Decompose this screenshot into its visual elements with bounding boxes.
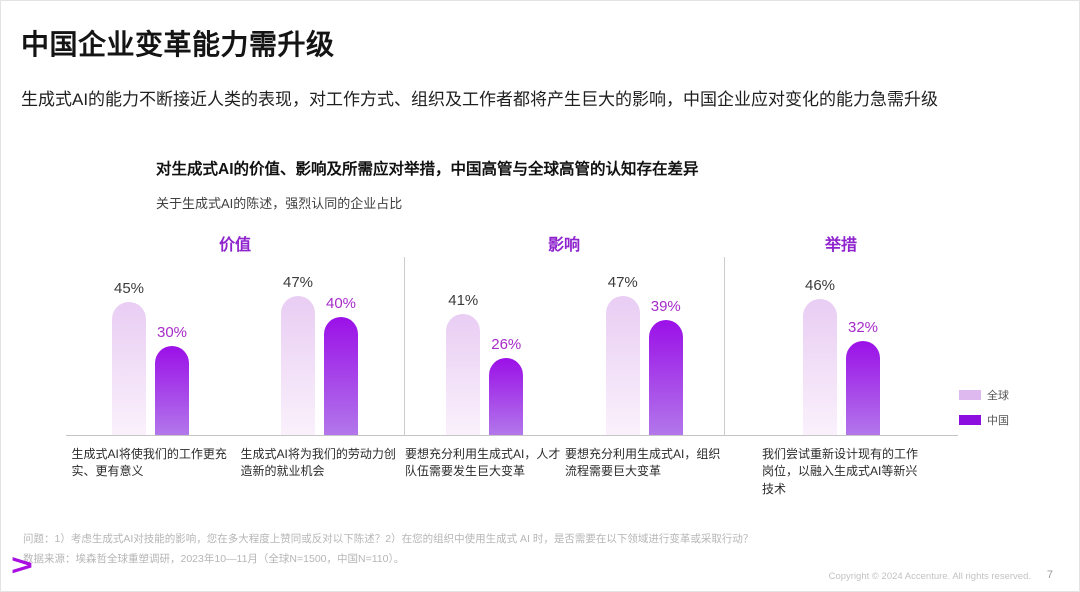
legend-item: 中国: [959, 412, 1009, 428]
bar-value-label: 47%: [282, 274, 314, 291]
bar-column-china: 32%: [846, 319, 880, 435]
category-labels-row: 生成式AI将使我们的工作更充实、更有意义 生成式AI将为我们的劳动力创造新的就业机…: [66, 436, 958, 498]
bar-value-label: 26%: [491, 336, 522, 353]
copyright-text: Copyright © 2024 Accenture. All rights r…: [828, 571, 1031, 582]
page-number: 7: [1046, 569, 1053, 581]
bar-group: 41% 26%: [446, 292, 524, 435]
category-label: 要想充分利用生成式AI，组织流程需要巨大变革: [565, 447, 721, 479]
bar-column-china: 40%: [324, 295, 358, 435]
bar-value-label: 32%: [847, 319, 879, 336]
section-bars: 41% 26% 47% 39%: [404, 257, 724, 435]
bar-group: 46% 32%: [803, 277, 880, 435]
category-label: 生成式AI将为我们的劳动力创造新的就业机会: [240, 447, 396, 479]
bar-value-label: 41%: [448, 292, 479, 309]
bar-china: [155, 346, 189, 435]
bar-value-label: 30%: [156, 324, 188, 341]
bar-group: 47% 40%: [281, 274, 358, 435]
accenture-logo-icon: >: [11, 549, 33, 582]
page-title: 中国企业变革能力需升级: [21, 29, 335, 60]
bar-value-label: 45%: [113, 280, 145, 297]
bar-china: [489, 358, 524, 435]
bar-chart: 对生成式AI的价值、影响及所需应对举措，中国高管与全球高管的认知存在差异 关于生…: [66, 159, 958, 498]
bar-value-label: 39%: [650, 298, 681, 315]
bar-column-global: 46%: [803, 277, 837, 435]
chart-bars-row: 45% 30% 47% 40% 41% 26% 47% 39% 46% 32%: [66, 257, 958, 436]
section-header: 影响: [547, 237, 580, 254]
legend-label: 全球: [987, 390, 1009, 402]
bar-china: [648, 320, 683, 435]
legend-swatch: [959, 415, 981, 425]
bar-column-global: 41%: [446, 292, 481, 435]
bar-column-china: 26%: [489, 336, 524, 435]
bar-global: [112, 302, 146, 435]
bar-column-china: 30%: [155, 324, 189, 435]
section-header: 价值: [218, 237, 251, 254]
chart-title: 对生成式AI的价值、影响及所需应对举措，中国高管与全球高管的认知存在差异: [156, 161, 699, 178]
bar-group: 45% 30%: [112, 280, 189, 435]
bar-value-label: 47%: [607, 274, 638, 291]
section-labels: 生成式AI将使我们的工作更充实、更有意义 生成式AI将为我们的劳动力创造新的就业机…: [66, 446, 404, 498]
bar-value-label: 46%: [804, 277, 836, 294]
bar-china: [846, 341, 880, 435]
bar-group: 47% 39%: [605, 274, 683, 435]
chart-legend: 全球 中国: [959, 387, 1009, 428]
section-bars: 45% 30% 47% 40%: [66, 257, 404, 435]
section-labels: 要想充分利用生成式AI，人才队伍需要发生巨大变革 要想充分利用生成式AI，组织流程…: [404, 446, 724, 498]
section-header: 举措: [824, 237, 857, 254]
bar-global: [281, 296, 315, 435]
category-label: 要想充分利用生成式AI，人才队伍需要发生巨大变革: [405, 447, 561, 479]
bar-global: [446, 314, 481, 435]
bar-china: [324, 317, 358, 435]
legend-label: 中国: [987, 415, 1009, 427]
legend-swatch: [959, 390, 981, 400]
bar-column-global: 47%: [281, 274, 315, 435]
bar-column-global: 47%: [605, 274, 640, 435]
footnote-source: 数据来源：埃森哲全球重塑调研，2023年10—11月（全球N=1500，中国N=…: [23, 553, 405, 565]
category-label: 我们尝试重新设计现有的工作岗位，以融入生成式AI等新兴技术: [762, 447, 919, 496]
bar-column-china: 39%: [648, 298, 683, 435]
section-bars: 46% 32%: [724, 257, 958, 435]
footnote-question: 问题：1）考虑生成式AI对技能的影响，您在多大程度上赞同或反对以下陈述？2）在您…: [23, 533, 754, 545]
bar-global: [803, 299, 837, 435]
legend-item: 全球: [959, 387, 1009, 403]
page-subtitle: 生成式AI的能力不断接近人类的表现，对工作方式、组织及工作者都将产生巨大的影响，…: [21, 90, 939, 109]
bar-column-global: 45%: [112, 280, 146, 435]
bar-global: [605, 296, 640, 435]
category-label: 生成式AI将使我们的工作更充实、更有意义: [71, 447, 227, 479]
section-labels: 我们尝试重新设计现有的工作岗位，以融入生成式AI等新兴技术: [724, 446, 958, 498]
section-headers-row: 价值 影响 举措: [66, 235, 958, 257]
chart-subtitle: 关于生成式AI的陈述，强烈认同的企业占比: [156, 196, 403, 211]
bar-value-label: 40%: [325, 295, 357, 312]
